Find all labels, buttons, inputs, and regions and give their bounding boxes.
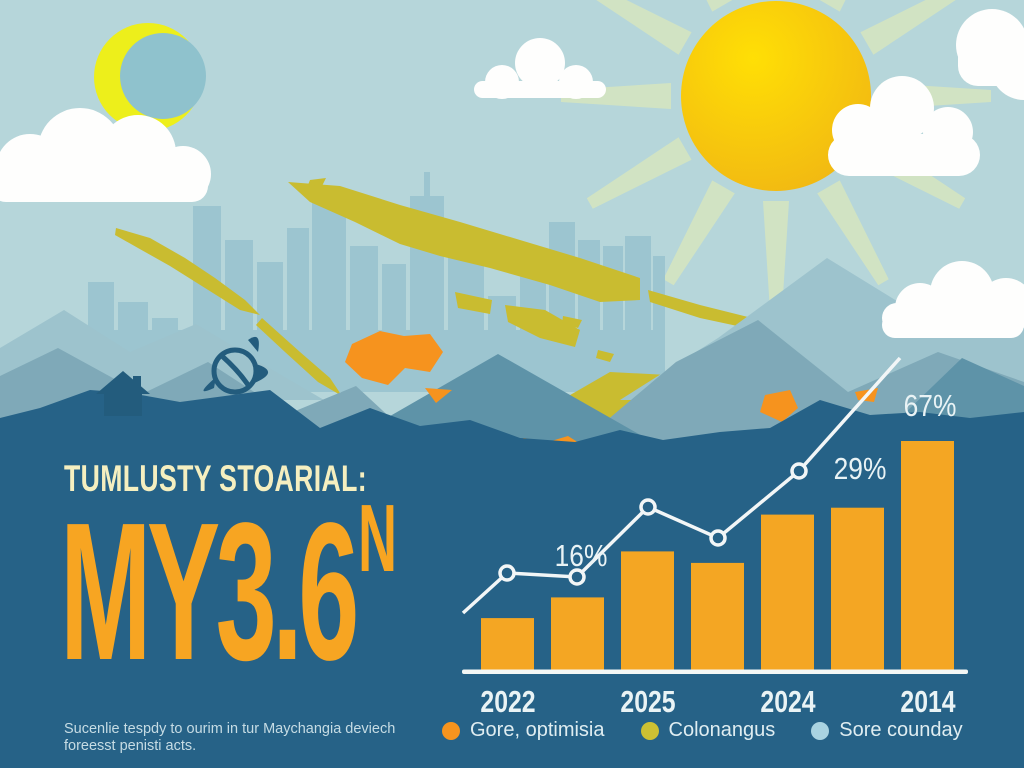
bar bbox=[761, 514, 814, 671]
house-icon bbox=[96, 371, 150, 416]
trend-marker bbox=[639, 498, 657, 516]
trend-line bbox=[461, 356, 902, 615]
cloud-top-center bbox=[474, 38, 606, 99]
cloud-top-right bbox=[956, 9, 1024, 100]
cloud-left bbox=[0, 108, 211, 202]
trend-marker bbox=[568, 568, 586, 586]
cloud-mid-right bbox=[882, 261, 1024, 338]
trend-marker bbox=[498, 564, 516, 582]
trend-marker bbox=[709, 529, 727, 547]
bar bbox=[621, 551, 674, 671]
bar bbox=[901, 441, 954, 671]
trend-marker bbox=[790, 462, 808, 480]
clouds bbox=[0, 9, 1024, 338]
bar bbox=[691, 562, 744, 671]
bar bbox=[551, 597, 604, 671]
bar bbox=[831, 507, 884, 671]
bar bbox=[481, 618, 534, 671]
cloud-right-of-sun bbox=[828, 76, 980, 176]
moon-icon bbox=[94, 23, 206, 131]
compass-icon bbox=[203, 336, 269, 395]
chart-baseline bbox=[462, 669, 968, 674]
bar-chart bbox=[481, 441, 954, 671]
sun-icon bbox=[681, 1, 871, 191]
